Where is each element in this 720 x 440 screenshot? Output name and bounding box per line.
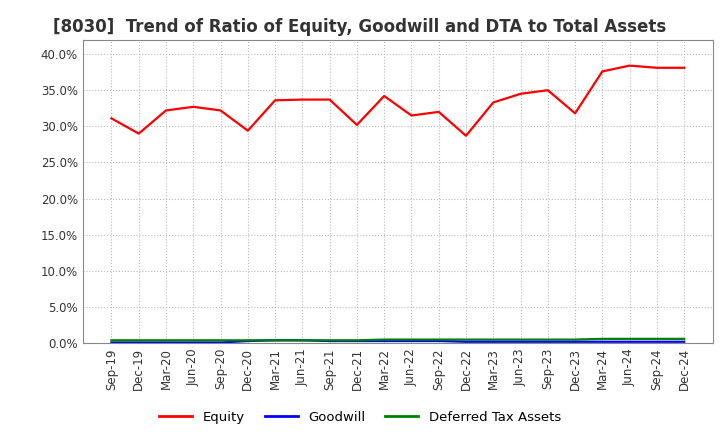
Goodwill	[489, 339, 498, 345]
Equity	[652, 65, 661, 70]
Deferred Tax Assets	[298, 337, 307, 343]
Deferred Tax Assets	[544, 337, 552, 342]
Goodwill	[680, 339, 688, 345]
Deferred Tax Assets	[243, 337, 252, 343]
Equity	[598, 69, 607, 74]
Deferred Tax Assets	[516, 337, 525, 342]
Goodwill	[135, 340, 143, 345]
Goodwill	[652, 339, 661, 345]
Deferred Tax Assets	[680, 336, 688, 341]
Equity	[380, 93, 389, 99]
Equity	[434, 109, 443, 114]
Goodwill	[380, 338, 389, 344]
Goodwill	[216, 340, 225, 345]
Legend: Equity, Goodwill, Deferred Tax Assets: Equity, Goodwill, Deferred Tax Assets	[154, 405, 566, 429]
Deferred Tax Assets	[489, 337, 498, 342]
Goodwill	[462, 339, 470, 345]
Goodwill	[162, 340, 171, 345]
Equity	[489, 100, 498, 105]
Deferred Tax Assets	[162, 337, 171, 343]
Equity	[216, 108, 225, 113]
Equity	[353, 122, 361, 128]
Deferred Tax Assets	[598, 336, 607, 341]
Equity	[571, 111, 580, 116]
Goodwill	[189, 340, 197, 345]
Deferred Tax Assets	[434, 337, 443, 342]
Goodwill	[598, 339, 607, 345]
Equity	[298, 97, 307, 102]
Goodwill	[298, 337, 307, 343]
Equity	[462, 133, 470, 139]
Goodwill	[353, 338, 361, 344]
Deferred Tax Assets	[325, 337, 334, 343]
Goodwill	[516, 339, 525, 345]
Deferred Tax Assets	[271, 337, 279, 343]
Line: Goodwill: Goodwill	[112, 340, 684, 342]
Equity	[544, 88, 552, 93]
Deferred Tax Assets	[652, 336, 661, 341]
Goodwill	[544, 339, 552, 345]
Equity	[189, 104, 197, 110]
Equity	[243, 128, 252, 133]
Deferred Tax Assets	[107, 337, 116, 343]
Goodwill	[571, 339, 580, 345]
Equity	[625, 63, 634, 68]
Line: Deferred Tax Assets: Deferred Tax Assets	[112, 339, 684, 340]
Equity	[271, 98, 279, 103]
Goodwill	[434, 338, 443, 344]
Goodwill	[243, 338, 252, 344]
Goodwill	[325, 338, 334, 344]
Deferred Tax Assets	[135, 337, 143, 343]
Deferred Tax Assets	[462, 337, 470, 342]
Equity	[407, 113, 415, 118]
Deferred Tax Assets	[625, 336, 634, 341]
Equity	[162, 108, 171, 113]
Deferred Tax Assets	[216, 337, 225, 343]
Equity	[516, 91, 525, 96]
Equity	[135, 131, 143, 136]
Equity	[680, 65, 688, 70]
Deferred Tax Assets	[407, 337, 415, 342]
Goodwill	[271, 337, 279, 343]
Deferred Tax Assets	[353, 337, 361, 343]
Equity	[107, 116, 116, 121]
Equity	[325, 97, 334, 102]
Deferred Tax Assets	[571, 337, 580, 342]
Deferred Tax Assets	[380, 337, 389, 342]
Line: Equity: Equity	[112, 66, 684, 136]
Deferred Tax Assets	[189, 337, 197, 343]
Goodwill	[625, 339, 634, 345]
Text: [8030]  Trend of Ratio of Equity, Goodwill and DTA to Total Assets: [8030] Trend of Ratio of Equity, Goodwil…	[53, 18, 667, 36]
Goodwill	[107, 340, 116, 345]
Goodwill	[407, 338, 415, 344]
